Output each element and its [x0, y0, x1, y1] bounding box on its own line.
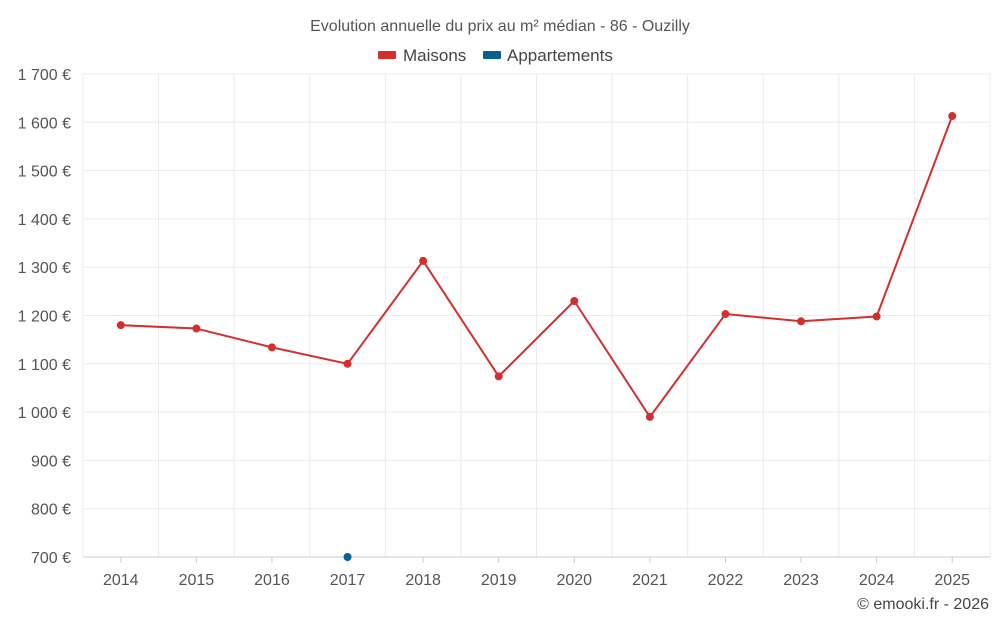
legend-item-maisons[interactable]: Maisons [378, 46, 466, 65]
x-tick-label: 2024 [859, 572, 895, 589]
x-tick-label: 2020 [556, 572, 592, 589]
series-line-maisons [120, 115, 954, 418]
y-tick-label: 1 000 € [18, 405, 71, 422]
data-point-maisons-2025 [948, 112, 957, 121]
y-tick-label: 1 300 € [18, 260, 71, 277]
y-tick-label: 1 400 € [18, 212, 71, 229]
x-axis: 2014 2015 2016 2017 2018 2019 2020 2021 2022 2023… [83, 556, 990, 589]
data-point-maisons-2014 [116, 321, 125, 330]
data-point-maisons-2018 [419, 256, 428, 265]
y-tick-label: 1 600 € [18, 115, 71, 132]
x-tick-label: 2021 [632, 572, 668, 589]
legend: Maisons Appartements [378, 46, 613, 65]
data-point-maisons-2016 [267, 343, 276, 352]
x-tick-label: 2025 [934, 572, 970, 589]
y-tick-label: 1 200 € [18, 309, 71, 326]
data-point-maisons-2019 [494, 372, 503, 381]
legend-label-appartements: Appartements [507, 46, 613, 65]
x-tick-label: 2019 [481, 572, 517, 589]
legend-swatch-maisons [378, 51, 396, 59]
data-point-appartements-2017 [343, 553, 352, 561]
y-tick-label: 900 € [31, 453, 71, 470]
y-tick-label: 800 € [31, 502, 71, 519]
data-point-maisons-2021 [645, 412, 654, 421]
x-tick-label: 2017 [330, 572, 366, 589]
x-tick-label: 2016 [254, 572, 290, 589]
data-point-maisons-2024 [872, 312, 881, 321]
x-tick-label: 2022 [708, 572, 744, 589]
y-tick-label: 1 500 € [18, 164, 71, 181]
legend-label-maisons: Maisons [403, 46, 466, 65]
grid [82, 73, 991, 557]
legend-swatch-appartements [483, 51, 501, 59]
credit-text: © emooki.fr - 2026 [857, 596, 989, 613]
data-point-maisons-2017 [343, 359, 352, 368]
chart-title: Evolution annuelle du prix au m² médian … [310, 18, 690, 35]
x-tick-label: 2023 [783, 572, 819, 589]
y-axis: 700 € 800 € 900 € 1 000 € 1 100 € 1 200 € 1 30… [18, 67, 71, 567]
data-point-maisons-2020 [570, 297, 579, 306]
x-tick-label: 2018 [405, 572, 441, 589]
y-tick-label: 700 € [31, 550, 71, 567]
x-tick-label: 2015 [179, 572, 215, 589]
series [116, 112, 957, 561]
y-tick-label: 1 100 € [18, 357, 71, 374]
y-tick-label: 1 700 € [18, 67, 71, 84]
data-point-maisons-2023 [797, 317, 806, 326]
x-tick-label: 2014 [103, 572, 139, 589]
data-point-maisons-2015 [192, 324, 201, 333]
legend-item-appartements[interactable]: Appartements [483, 46, 613, 65]
data-point-maisons-2022 [721, 310, 730, 319]
